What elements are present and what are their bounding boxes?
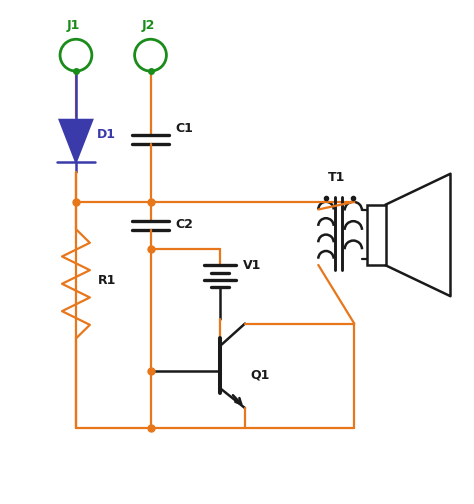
Text: D1: D1 xyxy=(97,129,116,142)
Text: C2: C2 xyxy=(175,218,193,231)
Polygon shape xyxy=(60,120,92,162)
Text: C1: C1 xyxy=(175,122,193,135)
Text: J1: J1 xyxy=(67,19,80,32)
Text: Q1: Q1 xyxy=(250,368,269,381)
Text: R1: R1 xyxy=(98,274,117,287)
Text: J2: J2 xyxy=(141,19,155,32)
Bar xyxy=(367,205,386,266)
Text: T1: T1 xyxy=(328,171,346,184)
Text: V1: V1 xyxy=(243,259,261,272)
